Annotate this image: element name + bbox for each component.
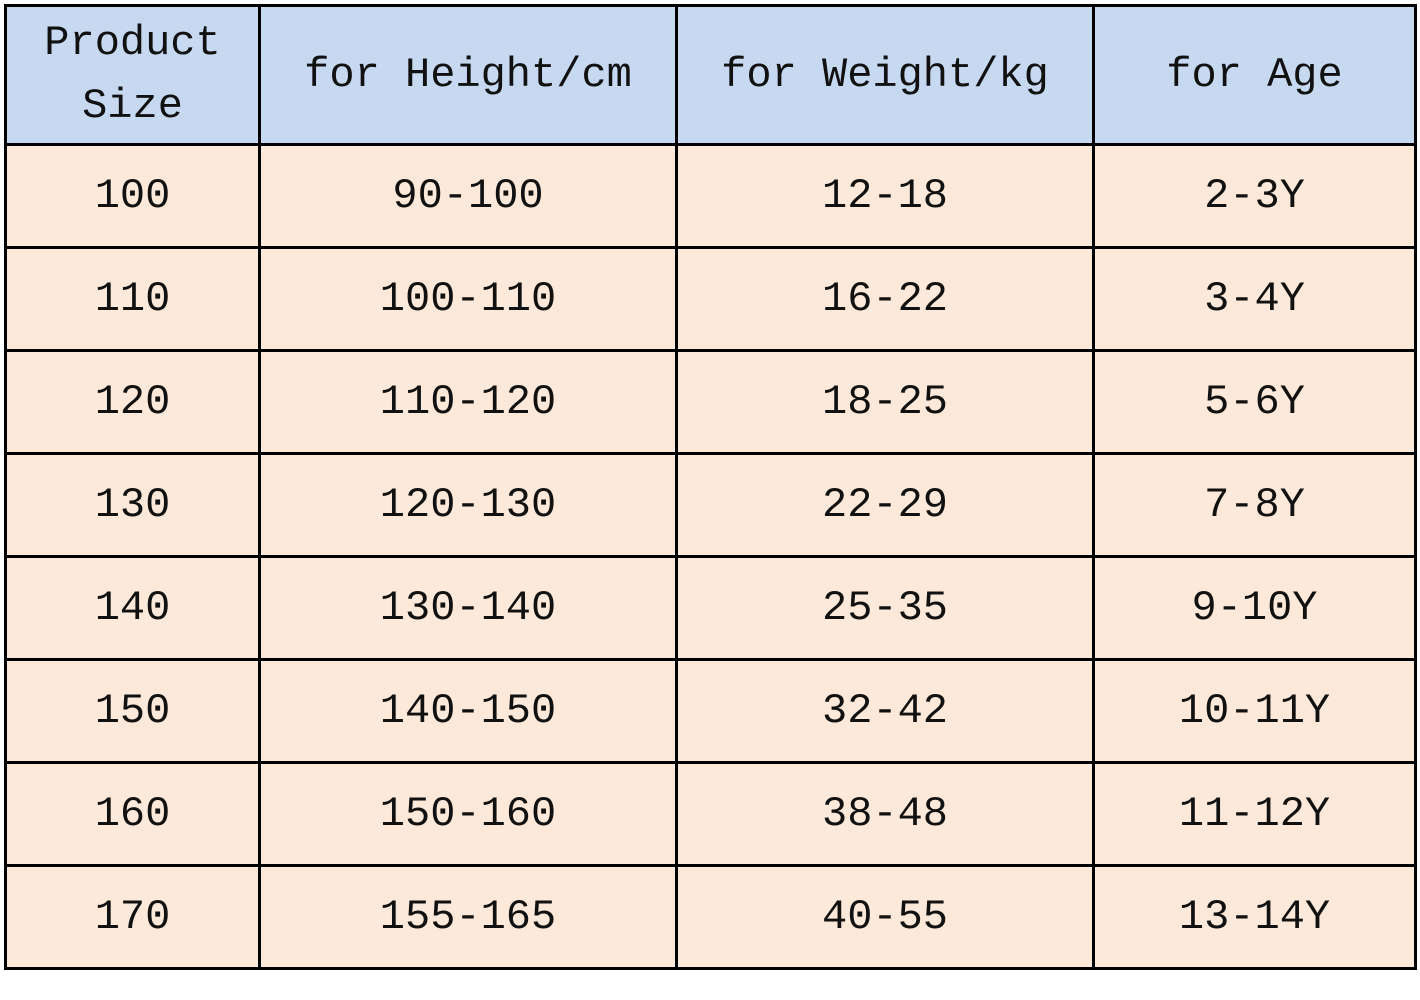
table-cell: 130: [4, 452, 261, 558]
table-body: 100 90-100 12-18 2-3Y 110 100-110 16-22 3-4Y 120…: [4, 143, 1417, 970]
table-row: 140 130-140 25-35 9-10Y: [4, 555, 1417, 661]
table-cell: 140-150: [258, 658, 678, 764]
table-cell: 5-6Y: [1092, 349, 1417, 455]
table-cell: 38-48: [675, 761, 1095, 867]
header-cell: for Weight/kg: [675, 4, 1095, 146]
table-cell: 9-10Y: [1092, 555, 1417, 661]
header-row: Product Size for Height/cm for Weight/kg fo…: [4, 4, 1417, 146]
table-cell: 100-110: [258, 246, 678, 352]
table-cell: 25-35: [675, 555, 1095, 661]
table-cell: 150-160: [258, 761, 678, 867]
table-cell: 18-25: [675, 349, 1095, 455]
table-row: 150 140-150 32-42 10-11Y: [4, 658, 1417, 764]
table-row: 130 120-130 22-29 7-8Y: [4, 452, 1417, 558]
table-cell: 32-42: [675, 658, 1095, 764]
table-cell: 160: [4, 761, 261, 867]
table-cell: 16-22: [675, 246, 1095, 352]
table-row: 160 150-160 38-48 11-12Y: [4, 761, 1417, 867]
table-cell: 12-18: [675, 143, 1095, 249]
table-cell: 120-130: [258, 452, 678, 558]
table-cell: 140: [4, 555, 261, 661]
table-cell: 13-14Y: [1092, 864, 1417, 970]
table-cell: 3-4Y: [1092, 246, 1417, 352]
table-row: 100 90-100 12-18 2-3Y: [4, 143, 1417, 249]
table-cell: 120: [4, 349, 261, 455]
table-cell: 90-100: [258, 143, 678, 249]
table-cell: 40-55: [675, 864, 1095, 970]
table-cell: 150: [4, 658, 261, 764]
header-cell: for Height/cm: [258, 4, 678, 146]
table-cell: 110-120: [258, 349, 678, 455]
table-cell: 2-3Y: [1092, 143, 1417, 249]
table-cell: 155-165: [258, 864, 678, 970]
table-row: 120 110-120 18-25 5-6Y: [4, 349, 1417, 455]
table-row: 110 100-110 16-22 3-4Y: [4, 246, 1417, 352]
table-cell: 100: [4, 143, 261, 249]
table-cell: 22-29: [675, 452, 1095, 558]
table-cell: 110: [4, 246, 261, 352]
header-cell: Product Size: [4, 4, 261, 146]
table-cell: 10-11Y: [1092, 658, 1417, 764]
size-table: Product Size for Height/cm for Weight/kg fo…: [4, 4, 1417, 970]
table-row: 170 155-165 40-55 13-14Y: [4, 864, 1417, 970]
header-cell: for Age: [1092, 4, 1417, 146]
table-cell: 130-140: [258, 555, 678, 661]
table-cell: 11-12Y: [1092, 761, 1417, 867]
table-cell: 170: [4, 864, 261, 970]
table-cell: 7-8Y: [1092, 452, 1417, 558]
